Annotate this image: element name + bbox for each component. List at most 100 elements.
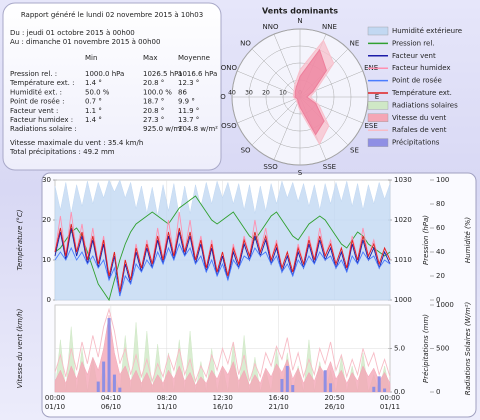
row-max: 20.8 ° — [143, 79, 164, 87]
legend-swatch — [367, 138, 389, 147]
row-max: 27.3 ° — [143, 116, 164, 124]
report-to: Au : dimanche 01 novembre 2015 à 00h00 — [10, 38, 160, 46]
line — [54, 307, 391, 383]
row-max: 925.0 w/m² — [143, 125, 183, 133]
row-mean: 9.9 ° — [178, 98, 195, 106]
row-max: 100.0 % — [143, 88, 172, 96]
legend-label: Rafales de vent — [392, 126, 447, 134]
radar-category: SE — [350, 147, 359, 155]
line — [54, 227, 391, 297]
radar-category: NNO — [263, 23, 279, 31]
row-label: Pression rel. : — [10, 70, 57, 78]
line — [54, 242, 391, 297]
y-tick-label: 30 — [42, 176, 51, 184]
bar — [102, 361, 106, 392]
bar — [323, 370, 327, 392]
report-note: Total précipitations : 49.2 mm — [9, 148, 115, 156]
row-max: 20.8 ° — [143, 107, 164, 115]
row-label: Point de rosée : — [10, 98, 64, 106]
radar-tick-label: 20 — [262, 90, 270, 97]
row-min: 1.4 ° — [85, 116, 102, 124]
radar-category: NNE — [322, 23, 337, 31]
bar — [112, 374, 116, 392]
legend-label: Précipitations — [392, 139, 440, 147]
y3-tick-label: 40 — [436, 248, 445, 256]
radar-spoke — [273, 96, 301, 160]
y3-tick-label: 100 — [436, 176, 449, 184]
radar-category: S — [298, 169, 303, 177]
x-tick-label: 08:20 11/10 — [156, 394, 177, 411]
row-min: 0.7 ° — [85, 98, 102, 106]
radar-category: SO — [241, 147, 251, 155]
legend-swatch — [367, 101, 389, 110]
row-label: Température ext. : — [9, 79, 74, 87]
row-mean: 13.7 ° — [178, 116, 199, 124]
bar — [383, 388, 387, 392]
legend-swatch — [367, 113, 389, 123]
x-tick-label: 16:40 21/10 — [268, 394, 289, 411]
row-min: 50.0 % — [85, 88, 110, 96]
radar-category: O — [220, 93, 226, 101]
y3-tick-label: 0 — [436, 388, 440, 396]
row-label: Humidité ext. : — [10, 88, 62, 96]
radar-spoke — [251, 96, 301, 146]
bar — [285, 365, 289, 392]
axis-title: Précipitations (mm) — [422, 314, 430, 383]
row-min: 1.4 ° — [85, 79, 102, 87]
bar — [280, 378, 284, 392]
row-min: 1.1 ° — [85, 107, 102, 115]
row-min: 1000.0 hPa — [85, 70, 124, 78]
radar-tick-label: 30 — [245, 90, 253, 97]
bar — [377, 376, 381, 392]
y3-tick-label: 80 — [436, 200, 445, 208]
legend-label: Facteur vent — [392, 52, 436, 60]
bar — [329, 383, 333, 392]
y2-tick-label: 1030 — [394, 176, 412, 184]
row-max: 18.7 ° — [143, 98, 164, 106]
axis-title: Pression (hPa) — [422, 215, 430, 265]
y2-tick-label: 1010 — [394, 256, 412, 264]
bar — [118, 387, 122, 392]
report-note: Vitesse maximale du vent : 35.4 km/h — [10, 139, 143, 147]
legend-label: Humidité extérieure — [392, 27, 462, 35]
radar-tick-label: 10 — [279, 90, 287, 97]
legend-swatch — [367, 26, 389, 36]
legend-label: Température ext. — [391, 89, 452, 97]
radar-category: NO — [240, 39, 251, 47]
area — [54, 179, 391, 301]
line — [54, 223, 391, 293]
y3-tick-label: 60 — [436, 224, 445, 232]
report: Rapport généré le lundi 02 novembre 2015… — [10, 11, 203, 46]
axis-title: Humidité (%) — [464, 217, 472, 264]
report-from: Du : jeudi 01 octobre 2015 à 00h00 — [10, 29, 135, 37]
y3-tick-label: 0 — [436, 296, 440, 304]
y-tick-label: 10 — [42, 256, 51, 264]
x-tick-label: 04:10 06/10 — [100, 394, 121, 411]
row-label: Facteur humidex : — [10, 116, 73, 124]
radar-category: ESE — [364, 122, 377, 130]
legend-label: Pression rel. — [392, 39, 435, 47]
radar-spoke — [251, 48, 301, 98]
x-tick-label: 00:00 01/11 — [379, 394, 401, 411]
y3-tick-label: 1000 — [436, 301, 454, 309]
x-tick-label: 12:30 16/10 — [212, 394, 233, 411]
row-mean: 104.8 w/m² — [178, 125, 218, 133]
y3-tick-label: 500 — [436, 345, 449, 353]
radar-tick-label: 40 — [228, 90, 236, 97]
row-label: Facteur vent : — [10, 107, 58, 115]
radar-category: NE — [350, 39, 360, 47]
y2-tick-label: 5.0 — [394, 345, 405, 353]
row-mean: 11.9 ° — [178, 107, 199, 115]
radar-category: OSO — [221, 122, 237, 130]
y2-tick-label: 1020 — [394, 216, 412, 224]
line — [54, 195, 391, 302]
row-label: Radiations solaire : — [10, 125, 77, 133]
radar-category: E — [375, 93, 379, 101]
legend-label: Facteur humidex — [392, 64, 451, 72]
legend-label: Radiations solaires — [392, 101, 458, 109]
y-tick-label: 20 — [42, 216, 51, 224]
y3-tick-label: 20 — [436, 272, 445, 280]
axis-title: Vitesse du vent (km/h) — [16, 308, 24, 388]
